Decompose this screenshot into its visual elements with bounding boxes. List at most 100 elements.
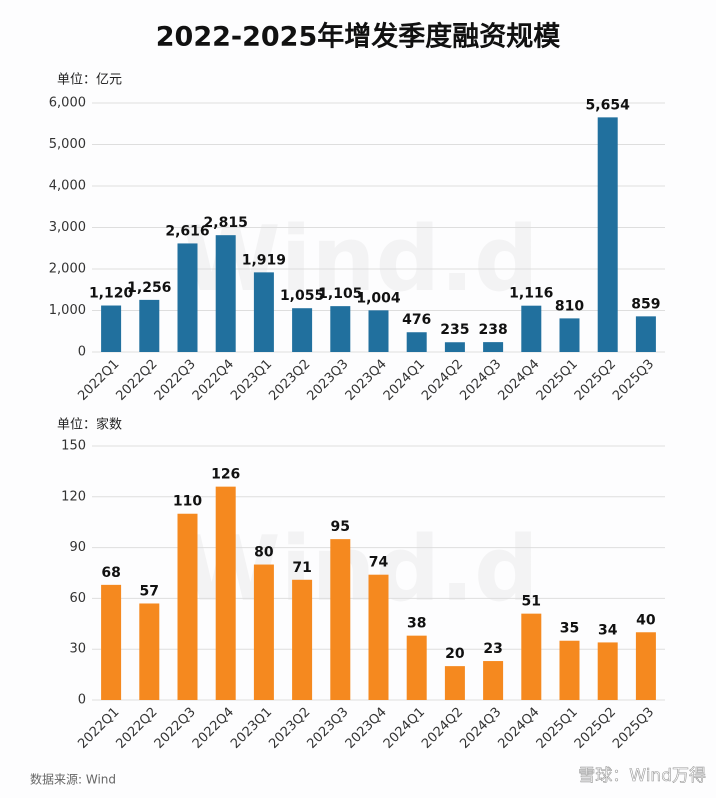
bar [330, 306, 351, 352]
bar [139, 603, 160, 700]
y-tick-label: 6,000 [49, 96, 86, 111]
x-tick-label: 2024Q2 [419, 705, 466, 752]
value-label: 34 [598, 622, 618, 638]
x-tick-label: 2025Q2 [572, 357, 619, 404]
value-label: 1,116 [509, 286, 553, 302]
value-label: 71 [292, 560, 311, 576]
y-tick-label: 0 [78, 345, 86, 360]
bar [139, 299, 160, 352]
value-label: 80 [254, 545, 274, 561]
bar [483, 342, 504, 352]
x-tick-label: 2024Q2 [419, 357, 466, 404]
value-label: 126 [211, 467, 240, 483]
value-label: 110 [173, 494, 202, 510]
value-label: 238 [478, 322, 507, 338]
x-tick-label: 2024Q4 [496, 357, 543, 404]
x-tick-label: 2025Q3 [610, 357, 657, 404]
x-tick-label: 2025Q1 [534, 705, 581, 752]
y-tick-label: 30 [69, 642, 86, 657]
value-label: 1,105 [318, 286, 362, 302]
brand-watermark: 雪球：Wind万得 [578, 766, 706, 786]
y-tick-label: 90 [69, 540, 86, 555]
x-tick-label: 2023Q1 [228, 357, 275, 404]
y-tick-label: 150 [61, 439, 86, 454]
y-tick-label: 0 [78, 693, 86, 708]
bar [215, 235, 236, 352]
bar [101, 584, 122, 700]
x-tick-label: 2022Q1 [75, 705, 122, 752]
value-label: 476 [402, 312, 431, 328]
x-tick-label: 2022Q4 [190, 357, 237, 404]
value-label: 810 [555, 298, 584, 314]
bar [101, 305, 122, 352]
y-tick-label: 120 [61, 489, 86, 504]
bar [444, 342, 465, 352]
x-tick-label: 2023Q4 [343, 705, 390, 752]
bar [253, 564, 274, 700]
value-label: 1,919 [242, 252, 286, 268]
x-tick-label: 2025Q1 [534, 357, 581, 404]
bar [521, 305, 542, 352]
unit-label: 单位：亿元 [57, 73, 122, 88]
bar [597, 642, 618, 700]
value-label: 23 [483, 641, 502, 657]
x-tick-label: 2022Q3 [152, 357, 199, 404]
x-tick-label: 2024Q4 [496, 705, 543, 752]
watermark: Wind.d [181, 517, 538, 622]
bar [406, 332, 427, 352]
bar [406, 635, 427, 700]
bar [177, 513, 198, 700]
bar [444, 666, 465, 700]
x-tick-label: 2023Q3 [305, 357, 352, 404]
x-tick-label: 2023Q2 [266, 705, 313, 752]
value-label: 1,004 [356, 290, 401, 306]
y-tick-label: 1,000 [49, 303, 86, 318]
y-tick-label: 2,000 [49, 262, 86, 277]
value-label: 57 [140, 583, 159, 599]
y-tick-label: 4,000 [49, 179, 86, 194]
bar [292, 308, 313, 352]
bar [559, 640, 580, 700]
bar [177, 243, 198, 352]
value-label: 40 [636, 612, 656, 628]
x-tick-label: 2023Q1 [228, 705, 275, 752]
bar [215, 486, 236, 700]
value-label: 38 [407, 616, 426, 632]
watermark: Wind.d [181, 207, 538, 312]
x-tick-label: 2022Q3 [152, 705, 199, 752]
value-label: 35 [560, 621, 579, 637]
bar [330, 539, 351, 700]
value-label: 2,616 [165, 223, 209, 239]
x-tick-label: 2022Q4 [190, 705, 237, 752]
x-tick-label: 2024Q3 [457, 705, 504, 752]
x-tick-label: 2025Q3 [610, 705, 657, 752]
bar [483, 661, 504, 700]
x-tick-label: 2022Q2 [114, 357, 161, 404]
value-label: 235 [440, 322, 469, 338]
y-tick-label: 5,000 [49, 137, 86, 152]
value-label: 95 [331, 519, 350, 535]
unit-label: 单位：家数 [57, 417, 122, 433]
x-tick-label: 2023Q4 [343, 357, 390, 404]
y-tick-label: 3,000 [49, 220, 86, 235]
bar [559, 318, 580, 352]
x-tick-label: 2022Q2 [114, 705, 161, 752]
value-label: 74 [369, 555, 389, 571]
x-tick-label: 2025Q2 [572, 705, 619, 752]
value-label: 2,815 [204, 215, 248, 231]
bar [521, 613, 542, 700]
value-label: 1,256 [127, 280, 171, 296]
x-tick-label: 2023Q2 [266, 357, 313, 404]
value-label: 859 [631, 296, 660, 312]
x-tick-label: 2024Q1 [381, 705, 428, 752]
page-title: 2022-2025年增发季度融资规模 [156, 21, 561, 53]
x-tick-label: 2023Q3 [305, 705, 352, 752]
value-label: 5,654 [586, 97, 631, 113]
bar [368, 574, 389, 700]
y-tick-label: 60 [69, 591, 86, 606]
value-label: 51 [522, 594, 541, 610]
source-note: 数据来源: Wind [30, 772, 116, 787]
x-tick-label: 2024Q3 [457, 357, 504, 404]
x-tick-label: 2022Q1 [75, 357, 122, 404]
